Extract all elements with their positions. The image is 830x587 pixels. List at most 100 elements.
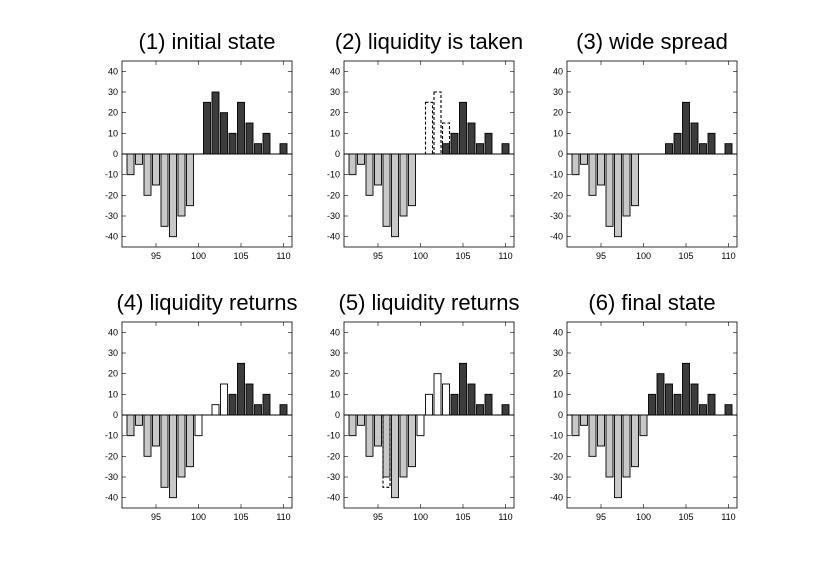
bar-106 bbox=[245, 383, 254, 416]
bar-92 bbox=[571, 153, 580, 176]
y-tick-label: -40 bbox=[327, 232, 340, 242]
x-tick-label: 110 bbox=[498, 512, 512, 522]
y-tick-label: 30 bbox=[108, 87, 118, 97]
y-tick-label: 20 bbox=[330, 369, 340, 379]
y-tick-label: 30 bbox=[330, 87, 340, 97]
bar-108 bbox=[707, 132, 716, 155]
y-tick-label: -30 bbox=[105, 472, 118, 482]
bar-100 bbox=[194, 414, 203, 437]
bar-93 bbox=[135, 153, 143, 165]
bar-106 bbox=[245, 122, 254, 155]
y-tick-label: 10 bbox=[553, 128, 563, 138]
y-tick-label: 40 bbox=[553, 66, 563, 76]
bar-99 bbox=[186, 414, 194, 468]
y-tick-label: -10 bbox=[105, 431, 118, 441]
bar-110 bbox=[724, 143, 733, 155]
x-tick-label: 105 bbox=[455, 251, 470, 261]
bar-99 bbox=[631, 153, 639, 207]
y-tick-label: -20 bbox=[327, 190, 340, 200]
bar-92 bbox=[348, 414, 357, 437]
x-tick-label: 105 bbox=[678, 512, 693, 522]
bar-93 bbox=[580, 414, 588, 426]
y-tick-label: -40 bbox=[327, 493, 340, 503]
y-tick-label: 40 bbox=[553, 327, 563, 337]
y-tick-label: 40 bbox=[108, 66, 118, 76]
y-tick-label: -20 bbox=[550, 451, 563, 461]
panel-title: (4) liquidity returns bbox=[117, 290, 298, 315]
chart-panel-4: (4) liquidity returns403020100-10-20-30-… bbox=[105, 290, 297, 522]
y-tick-label: 30 bbox=[553, 348, 563, 358]
y-tick-label: 10 bbox=[108, 389, 118, 399]
bar-98 bbox=[622, 414, 631, 478]
bar-95 bbox=[374, 153, 382, 186]
y-tick-label: -40 bbox=[550, 493, 563, 503]
bar-94 bbox=[588, 153, 597, 196]
x-tick-label: 110 bbox=[498, 251, 512, 261]
bar-110 bbox=[501, 404, 510, 416]
bar-106 bbox=[690, 122, 699, 155]
bar-103 bbox=[220, 112, 228, 155]
bar-101 bbox=[425, 393, 433, 416]
y-tick-label: 0 bbox=[558, 149, 563, 159]
x-tick-label: 100 bbox=[413, 251, 428, 261]
y-tick-label: 0 bbox=[113, 410, 118, 420]
bar-97 bbox=[169, 153, 177, 238]
bar-96 bbox=[605, 153, 614, 227]
x-tick-label: 95 bbox=[373, 512, 383, 522]
bar-108 bbox=[262, 393, 271, 416]
bar-101 bbox=[648, 393, 656, 416]
bar-106 bbox=[690, 383, 699, 416]
x-tick-label: 105 bbox=[455, 512, 470, 522]
bar-100 bbox=[416, 414, 425, 437]
bar-108 bbox=[484, 393, 493, 416]
bar-96 bbox=[382, 153, 391, 227]
bar-96 bbox=[160, 414, 169, 488]
y-tick-label: 10 bbox=[330, 389, 340, 399]
x-tick-label: 110 bbox=[276, 512, 290, 522]
y-tick-label: 10 bbox=[330, 128, 340, 138]
bar-94 bbox=[143, 414, 152, 457]
bar-104 bbox=[228, 132, 237, 155]
y-tick-label: 0 bbox=[335, 410, 340, 420]
bar-98 bbox=[622, 153, 631, 217]
y-tick-label: -10 bbox=[105, 170, 118, 180]
y-tick-label: 30 bbox=[330, 348, 340, 358]
y-tick-label: -10 bbox=[550, 170, 563, 180]
removed-bar-103 bbox=[441, 122, 451, 155]
y-tick-label: -40 bbox=[105, 493, 118, 503]
y-tick-label: 10 bbox=[108, 128, 118, 138]
bar-98 bbox=[177, 153, 186, 217]
x-tick-label: 100 bbox=[191, 512, 206, 522]
y-tick-label: -30 bbox=[327, 211, 340, 221]
y-tick-label: -10 bbox=[550, 431, 563, 441]
bar-93 bbox=[357, 153, 365, 165]
bar-96 bbox=[160, 153, 169, 227]
x-tick-label: 95 bbox=[596, 251, 606, 261]
bar-97 bbox=[614, 414, 622, 499]
y-tick-label: 30 bbox=[553, 87, 563, 97]
bar-93 bbox=[580, 153, 588, 165]
panel-title: (2) liquidity is taken bbox=[335, 29, 523, 54]
bar-104 bbox=[450, 393, 459, 416]
panel-title: (3) wide spread bbox=[576, 29, 728, 54]
y-tick-label: 30 bbox=[108, 348, 118, 358]
bar-95 bbox=[152, 153, 160, 186]
y-tick-label: 40 bbox=[108, 327, 118, 337]
bar-103 bbox=[665, 143, 673, 155]
bar-98 bbox=[177, 414, 186, 478]
bar-106 bbox=[467, 383, 476, 416]
bar-93 bbox=[135, 414, 143, 426]
bar-98 bbox=[399, 153, 408, 217]
x-tick-label: 100 bbox=[413, 512, 428, 522]
y-tick-label: -30 bbox=[327, 472, 340, 482]
panel-title: (6) final state bbox=[588, 290, 715, 315]
x-tick-label: 95 bbox=[596, 512, 606, 522]
bar-96 bbox=[605, 414, 614, 478]
bar-96 bbox=[382, 414, 391, 478]
bar-107 bbox=[254, 143, 262, 155]
bar-106 bbox=[467, 122, 476, 155]
y-tick-label: -30 bbox=[550, 472, 563, 482]
bar-110 bbox=[724, 404, 733, 416]
